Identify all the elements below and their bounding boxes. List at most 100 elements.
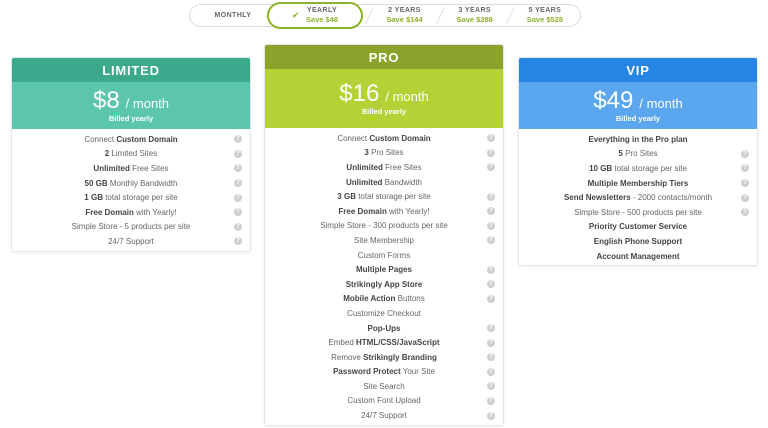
help-icon[interactable]: ? bbox=[487, 236, 495, 245]
feature-text: Custom Font Upload bbox=[347, 396, 420, 405]
feature-item: Embed HTML/CSS/JavaScript? bbox=[265, 335, 503, 350]
help-icon[interactable]: ? bbox=[487, 207, 495, 216]
feature-item: Simple Store - 5 products per site? bbox=[12, 220, 250, 235]
feature-post: Your Site bbox=[400, 367, 435, 377]
help-icon[interactable]: ? bbox=[487, 192, 495, 201]
help-icon[interactable]: ? bbox=[487, 353, 495, 362]
price-amount: $49 bbox=[593, 86, 634, 114]
feature-text: 50 GB Monthly Bandwidth bbox=[85, 179, 178, 188]
feature-text: English Phone Support bbox=[594, 237, 682, 246]
feature-pre: Site Search bbox=[363, 381, 405, 391]
feature-bold: English Phone Support bbox=[593, 236, 683, 246]
feature-post: with Yearly! bbox=[386, 206, 430, 216]
feature-bold: 50 GB bbox=[84, 178, 108, 188]
feature-bold: Custom Domain bbox=[369, 133, 431, 143]
help-icon[interactable]: ? bbox=[741, 164, 749, 173]
feature-text: Embed HTML/CSS/JavaScript bbox=[328, 338, 439, 347]
feature-post: Pro Sites bbox=[368, 148, 404, 158]
plan-title: PRO bbox=[265, 45, 503, 69]
help-icon[interactable]: ? bbox=[487, 382, 495, 391]
feature-item: Unlimited Free Sites? bbox=[265, 160, 503, 175]
help-icon[interactable]: ? bbox=[487, 221, 495, 230]
feature-bold: Unlimited bbox=[345, 177, 383, 187]
feature-item: 1 GB total storage per site? bbox=[12, 190, 250, 205]
help-icon[interactable]: ? bbox=[487, 324, 495, 333]
feature-list: Connect Custom Domain? 3 Pro Sites? Unlimi… bbox=[265, 128, 503, 425]
feature-text: Customize Checkout bbox=[347, 309, 421, 318]
feature-post: Pro Sites bbox=[622, 149, 658, 159]
feature-text: 3 Pro Sites bbox=[364, 148, 403, 157]
feature-item: English Phone Support bbox=[519, 234, 757, 249]
help-icon[interactable]: ? bbox=[741, 193, 749, 202]
help-icon[interactable]: ? bbox=[487, 396, 495, 405]
feature-text: Strikingly App Store bbox=[346, 280, 423, 289]
feature-text: Multiple Membership Tiers bbox=[588, 179, 689, 188]
help-icon[interactable]: ? bbox=[487, 148, 495, 157]
feature-item: Site Membership? bbox=[265, 233, 503, 248]
help-icon[interactable]: ? bbox=[234, 149, 242, 158]
help-icon[interactable]: ? bbox=[487, 163, 495, 172]
feature-post: Bandwidth bbox=[382, 177, 423, 187]
feature-text: 1 GB total storage per site bbox=[84, 193, 177, 202]
help-icon[interactable]: ? bbox=[487, 338, 495, 347]
help-icon[interactable]: ? bbox=[234, 135, 242, 144]
feature-pre: Simple Store - 300 products per site bbox=[320, 221, 448, 231]
feature-item: Account Management bbox=[519, 249, 757, 264]
feature-bold: Free Domain bbox=[85, 207, 134, 217]
plan-price: $8 / month Billed yearly bbox=[12, 82, 250, 129]
billing-note: Billed yearly bbox=[108, 113, 154, 123]
help-icon[interactable]: ? bbox=[234, 222, 242, 231]
help-icon[interactable]: ? bbox=[234, 208, 242, 217]
feature-bold: 10 GB bbox=[589, 163, 613, 173]
feature-text: Unlimited Free Sites bbox=[346, 163, 421, 172]
feature-text: 3 GB total storage per site bbox=[337, 192, 430, 201]
price-period: / month bbox=[125, 95, 170, 111]
toggle-option-5-years[interactable]: 5 YEARS Save $528 bbox=[510, 5, 580, 26]
help-icon[interactable]: ? bbox=[487, 367, 495, 376]
option-label: 3 YEARS bbox=[458, 7, 492, 14]
help-icon[interactable]: ? bbox=[234, 193, 242, 202]
feature-text: 2 Limited Sites bbox=[105, 149, 157, 158]
price-amount: $8 bbox=[92, 86, 120, 114]
help-icon[interactable]: ? bbox=[741, 179, 749, 188]
help-icon[interactable]: ? bbox=[234, 237, 242, 246]
feature-item: Password Protect Your Site? bbox=[265, 365, 503, 380]
help-icon[interactable]: ? bbox=[487, 134, 495, 143]
help-icon[interactable]: ? bbox=[234, 179, 242, 188]
feature-pre: Simple Store - 500 products per site bbox=[574, 207, 702, 217]
help-icon[interactable]: ? bbox=[487, 294, 495, 303]
feature-post: total storage per site bbox=[102, 193, 178, 203]
feature-bold: Pop-Ups bbox=[367, 323, 401, 333]
help-icon[interactable]: ? bbox=[487, 411, 495, 420]
option-savings: Save $288 bbox=[456, 15, 493, 24]
feature-bold: Unlimited bbox=[346, 162, 383, 172]
toggle-option-2-years[interactable]: 2 YEARS Save $144 bbox=[369, 5, 439, 26]
help-icon[interactable]: ? bbox=[487, 280, 495, 289]
help-icon[interactable]: ? bbox=[741, 208, 749, 217]
feature-item: Send Newsletters - 2000 contacts/month? bbox=[519, 190, 757, 205]
feature-pre: 24/7 Support bbox=[108, 236, 154, 246]
help-icon[interactable]: ? bbox=[741, 149, 749, 158]
feature-item: Site Search? bbox=[265, 379, 503, 394]
option-label: 2 YEARS bbox=[388, 7, 421, 14]
toggle-option-monthly[interactable]: MONTHLY bbox=[190, 5, 276, 26]
feature-text: Site Membership bbox=[354, 236, 414, 245]
feature-pre: 24/7 Support bbox=[361, 411, 407, 421]
feature-text: Connect Custom Domain bbox=[337, 134, 430, 143]
feature-post: total storage per site bbox=[355, 192, 431, 202]
feature-item: Simple Store - 500 products per site? bbox=[519, 205, 757, 220]
feature-list: Everything in the Pro plan 5 Pro Sites? 10… bbox=[519, 129, 757, 265]
feature-item: Strikingly App Store? bbox=[265, 277, 503, 292]
feature-text: Password Protect Your Site bbox=[333, 367, 435, 376]
feature-bold: 3 bbox=[364, 148, 369, 158]
toggle-option-3-years[interactable]: 3 YEARS Save $288 bbox=[440, 5, 510, 26]
feature-item: Custom Font Upload? bbox=[265, 394, 503, 409]
help-icon[interactable]: ? bbox=[487, 265, 495, 274]
option-savings: Save $144 bbox=[386, 15, 423, 24]
feature-item: Customize Checkout bbox=[265, 306, 503, 321]
feature-pre: Custom Forms bbox=[357, 250, 411, 260]
feature-text: Simple Store - 300 products per site bbox=[320, 221, 448, 230]
toggle-option-yearly-selected[interactable]: ✔ YEARLY Save $48 bbox=[267, 2, 363, 29]
help-icon[interactable]: ? bbox=[234, 164, 242, 173]
feature-text: Free Domain with Yearly! bbox=[85, 208, 176, 217]
